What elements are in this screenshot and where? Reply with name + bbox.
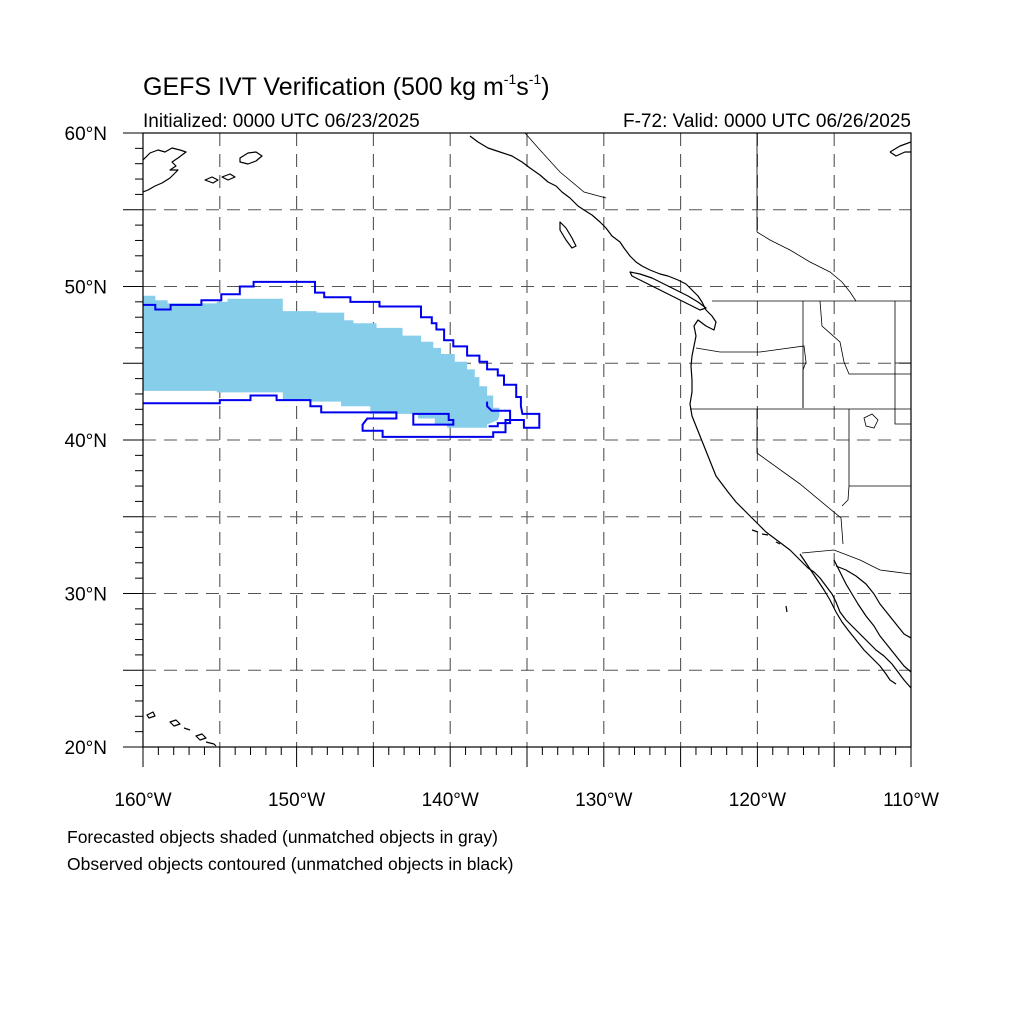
gulf-of-california-coast	[835, 565, 911, 639]
observed-object-contours	[143, 280, 541, 438]
latitude-labels: 20°N 30°N 40°N 50°N 60°N	[65, 124, 107, 759]
ut-az-border	[841, 409, 911, 507]
lon-tick-label: 120°W	[729, 790, 786, 811]
longitude-labels: 160°W 150°W 140°W 130°W 120°W 110°W	[114, 790, 939, 811]
map-title: GEFS IVT Verification (500 kg m-1s-1)	[143, 71, 550, 101]
hawaii-islands	[146, 711, 217, 747]
canada-provincial-border	[756, 133, 857, 302]
wa-or-border	[695, 345, 807, 408]
kodiak-island	[239, 151, 263, 165]
forecast-caption: Forecasted objects shaded (unmatched obj…	[67, 827, 498, 847]
observed-caption: Observed objects contoured (unmatched ob…	[67, 854, 514, 874]
great-salt-lake	[863, 413, 879, 429]
observed-object-tail-contour	[486, 401, 512, 428]
lat-tick-label: 40°N	[65, 431, 107, 452]
alaska-canada-border	[524, 133, 607, 199]
alaska-peninsula-islands	[204, 173, 236, 184]
canada-coast-north	[889, 141, 911, 157]
vancouver-island	[629, 271, 707, 311]
lon-tick-label: 140°W	[422, 790, 479, 811]
observed-object-contour	[143, 280, 541, 438]
lon-tick-label: 110°W	[883, 790, 939, 811]
axis-ticks	[123, 132, 912, 767]
observed-object-inner-contour	[412, 412, 455, 426]
id-border	[802, 300, 911, 408]
forecast-object-shaded	[143, 295, 500, 428]
guadalupe-island	[785, 605, 788, 613]
map-gridlines	[143, 133, 911, 747]
lat-tick-label: 30°N	[65, 585, 107, 606]
coastlines	[143, 135, 911, 747]
channel-islands	[751, 529, 781, 545]
wy-border	[894, 301, 911, 425]
lon-tick-label: 150°W	[268, 790, 325, 811]
initialized-time: Initialized: 0000 UTC 06/23/2025	[143, 111, 420, 132]
haida-gwaii	[559, 221, 577, 249]
lat-tick-label: 20°N	[65, 738, 107, 759]
valid-time: F-72: Valid: 0000 UTC 06/26/2025	[623, 111, 911, 132]
mexico-border	[801, 549, 911, 575]
baja-california	[799, 553, 911, 685]
ca-nv-border	[756, 409, 844, 545]
lat-tick-label: 60°N	[65, 124, 107, 145]
lon-tick-label: 130°W	[575, 790, 632, 811]
lat-tick-label: 50°N	[65, 278, 107, 299]
north-america-pacific-coast	[469, 135, 911, 689]
lon-tick-label: 160°W	[114, 790, 171, 811]
alaska-coastline	[143, 147, 187, 193]
political-borders	[524, 133, 911, 575]
